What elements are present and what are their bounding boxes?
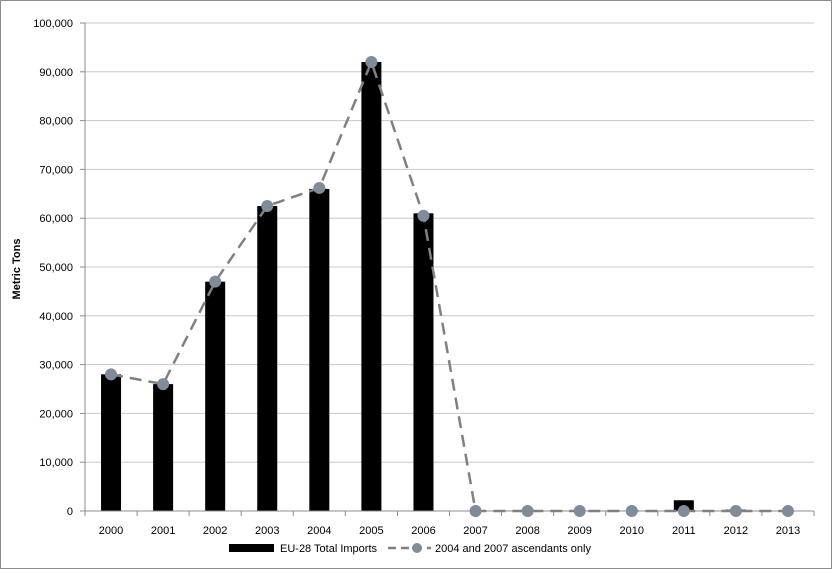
x-tick-label: 2013 xyxy=(776,525,800,537)
x-tick-label: 2010 xyxy=(620,525,644,537)
x-tick-label: 2011 xyxy=(672,525,696,537)
y-tick-label: 100,000 xyxy=(33,18,73,30)
y-tick-label: 20,000 xyxy=(39,408,73,420)
line-point xyxy=(313,182,325,194)
line-point xyxy=(626,505,638,517)
x-tick-label: 2003 xyxy=(255,525,279,537)
line-point xyxy=(782,505,794,517)
legend: EU-28 Total Imports 2004 and 2007 ascend… xyxy=(229,543,591,555)
line-point xyxy=(365,56,377,68)
y-axis-label: Metric Tons xyxy=(11,239,23,300)
y-tick-label: 0 xyxy=(67,506,73,518)
line-point xyxy=(417,210,429,222)
x-tick-label: 2007 xyxy=(463,525,487,537)
line-point xyxy=(157,378,169,390)
x-tick-labels: 2000 2001 2002 2003 2004 2005 2006 2007 2008 2009… xyxy=(99,525,800,537)
line-point xyxy=(105,368,117,380)
x-tick-label: 2002 xyxy=(203,525,227,537)
x-tick-label: 2004 xyxy=(307,525,331,537)
y-tick-label: 50,000 xyxy=(39,262,73,274)
bar xyxy=(309,189,329,511)
line-point xyxy=(522,505,534,517)
bar xyxy=(257,206,277,511)
bar-series xyxy=(101,62,798,511)
line-point xyxy=(261,200,273,212)
line-point xyxy=(209,276,221,288)
line-point xyxy=(678,505,690,517)
y-tick-label: 70,000 xyxy=(39,164,73,176)
grid-lines xyxy=(80,23,814,511)
y-tick-label: 90,000 xyxy=(39,67,73,79)
y-tick-label: 40,000 xyxy=(39,311,73,323)
axes xyxy=(85,23,814,516)
x-tick-label: 2001 xyxy=(151,525,175,537)
line-point xyxy=(574,505,586,517)
y-tick-labels: 0 10,000 20,000 30,000 40,000 50,000 60,000 70,… xyxy=(33,18,73,518)
x-tick-label: 2009 xyxy=(567,525,591,537)
legend-marker-line xyxy=(412,543,422,553)
y-tick-label: 80,000 xyxy=(39,116,73,128)
bar xyxy=(101,374,121,511)
y-tick-label: 30,000 xyxy=(39,360,73,372)
legend-swatch-bar xyxy=(229,544,274,552)
x-tick-label: 2012 xyxy=(724,525,748,537)
line-point xyxy=(470,505,482,517)
bar xyxy=(205,282,225,511)
legend-label-bar: EU-28 Total Imports xyxy=(280,543,378,555)
line-point xyxy=(730,505,742,517)
x-tick-label: 2005 xyxy=(359,525,383,537)
x-tick-label: 2008 xyxy=(515,525,539,537)
x-tick-label: 2000 xyxy=(99,525,123,537)
bar xyxy=(153,384,173,511)
legend-label-line: 2004 and 2007 ascendants only xyxy=(435,543,591,555)
x-tick-label: 2006 xyxy=(411,525,435,537)
y-tick-label: 60,000 xyxy=(39,213,73,225)
y-tick-label: 10,000 xyxy=(39,457,73,469)
bar xyxy=(361,62,381,511)
